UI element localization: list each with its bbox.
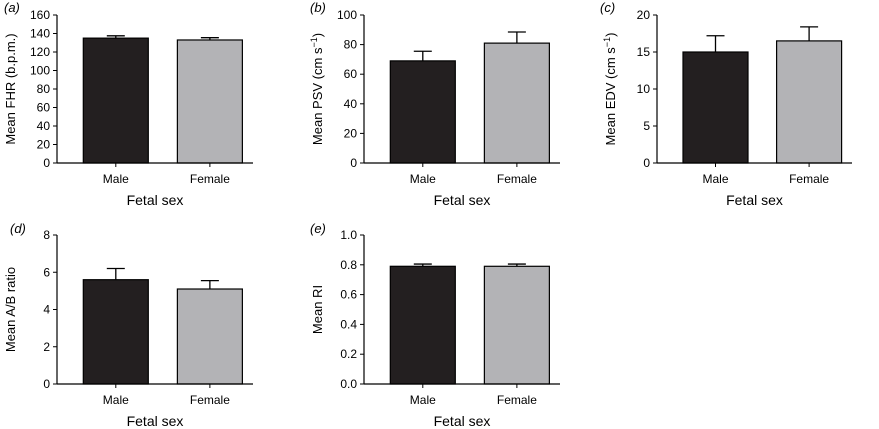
y-axis-title-main: Mean A/B ratio [3, 267, 18, 352]
panel-label: (c) [600, 0, 615, 15]
y-axis-title-sup: −1 [602, 37, 612, 47]
y-axis-title: Mean EDV (cm s−1) [602, 33, 618, 146]
y-tick-label: 140 [30, 27, 50, 41]
y-tick-label: 160 [30, 8, 50, 22]
panel-label: (e) [310, 221, 326, 236]
y-tick-label: 40 [37, 119, 51, 133]
y-axis-title-end: ) [603, 33, 618, 37]
y-tick-label: 0 [43, 377, 50, 391]
x-tick-label: Female [497, 172, 537, 186]
panel-label: (a) [4, 0, 20, 15]
y-axis-title: Mean A/B ratio [3, 267, 18, 352]
panel-a: (a) Male Female 0 20 40 60 80 100 120 140 160 Fetal … [3, 0, 253, 208]
panel-d: (d) Male Female 0 2 4 6 8 Fetal sex Mean A/B rati… [3, 221, 253, 429]
bar-male [682, 51, 749, 164]
y-axis-title: Mean PSV (cm s−1) [309, 33, 325, 145]
x-tick-label: Male [410, 393, 436, 407]
bar-female [775, 40, 843, 164]
y-tick-label: 60 [37, 101, 51, 115]
y-tick-label: 10 [637, 82, 651, 96]
y-tick-label: 0.8 [340, 258, 357, 272]
y-axis-title: Mean RI [310, 285, 325, 334]
y-tick-label: 0.0 [340, 377, 357, 391]
x-tick-label: Male [702, 172, 728, 186]
bar-female [176, 39, 243, 164]
x-axis-title: Fetal sex [127, 413, 184, 429]
x-axis-title: Fetal sex [434, 192, 491, 208]
bar-female [483, 42, 550, 164]
panel-b: (b) Male Female 0 20 40 60 80 100 Fetal sex Mean P… [309, 0, 560, 208]
y-axis-title: Mean FHR (b.p.m.) [3, 33, 18, 144]
y-tick-label: 0 [643, 156, 650, 170]
panel-label: (b) [310, 0, 326, 15]
y-tick-label: 2 [43, 340, 50, 354]
y-tick-label: 0.4 [340, 317, 357, 331]
y-tick-label: 20 [637, 8, 651, 22]
y-tick-label: 5 [643, 119, 650, 133]
x-axis-title: Fetal sex [434, 413, 491, 429]
x-tick-label: Male [410, 172, 436, 186]
y-tick-label: 100 [337, 8, 357, 22]
x-axis-title: Fetal sex [726, 192, 783, 208]
y-tick-label: 20 [344, 126, 358, 140]
y-tick-label: 0 [350, 156, 357, 170]
y-tick-label: 8 [43, 228, 50, 242]
y-tick-label: 40 [344, 97, 358, 111]
bar-male [82, 279, 149, 385]
bar-male [389, 265, 456, 385]
x-tick-label: Male [103, 172, 129, 186]
x-axis-title: Fetal sex [127, 192, 184, 208]
y-tick-label: 6 [43, 265, 50, 279]
y-axis-title-main: Mean PSV (cm s [310, 47, 325, 145]
y-tick-label: 1.0 [340, 228, 357, 242]
bar-male [389, 60, 456, 164]
y-tick-label: 20 [37, 138, 51, 152]
x-tick-label: Female [190, 172, 230, 186]
y-axis-title-main: Mean EDV (cm s [603, 47, 618, 146]
y-tick-label: 0.2 [340, 347, 357, 361]
x-tick-label: Female [190, 393, 230, 407]
y-tick-label: 4 [43, 303, 50, 317]
y-tick-label: 15 [637, 45, 651, 59]
panel-e: (e) Male Female 0.0 0.2 0.4 0.6 0.8 1.0 Fetal sex… [310, 221, 560, 429]
y-tick-label: 120 [30, 45, 50, 59]
bar-male [82, 37, 149, 164]
y-tick-label: 0.6 [340, 288, 357, 302]
y-tick-label: 80 [344, 38, 358, 52]
y-axis-title-main: Mean FHR (b.p.m.) [3, 33, 18, 144]
y-tick-label: 80 [37, 82, 51, 96]
y-tick-label: 0 [43, 156, 50, 170]
bar-female [176, 288, 243, 385]
panel-label: (d) [10, 221, 26, 236]
x-tick-label: Female [789, 172, 829, 186]
y-tick-label: 60 [344, 67, 358, 81]
bar-female [483, 265, 550, 385]
panel-c: (c) Male Female 0 5 10 15 20 Fetal sex Mean EDV (… [600, 0, 852, 208]
y-axis-title-sup: −1 [309, 37, 319, 47]
x-tick-label: Female [497, 393, 537, 407]
x-tick-label: Male [103, 393, 129, 407]
y-tick-label: 100 [30, 64, 50, 78]
y-axis-title-end: ) [310, 33, 325, 37]
y-axis-title-main: Mean RI [310, 285, 325, 334]
